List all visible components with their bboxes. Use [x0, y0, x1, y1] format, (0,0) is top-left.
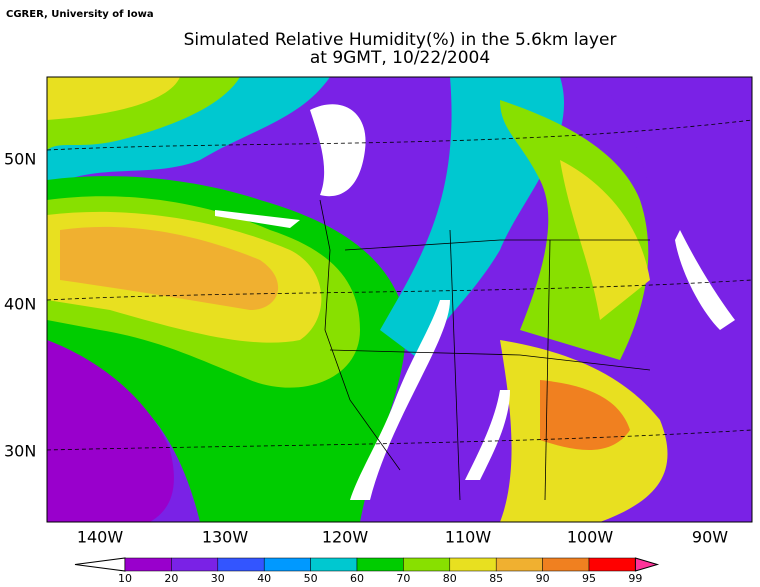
longitude-label: 130W: [202, 528, 249, 547]
colorbar-segment: [356, 557, 404, 572]
latitude-label: 50N: [4, 150, 36, 169]
colorbar-segment: [495, 557, 543, 572]
colorbar-segment: [217, 557, 265, 572]
credit: CGRER, University of Iowa: [6, 9, 154, 20]
colorbar-tick-label: 60: [350, 572, 364, 585]
colorbar-segment: [403, 557, 451, 572]
colorbar-tick-label: 99: [628, 572, 642, 585]
latitude-label: 30N: [4, 442, 36, 461]
colorbar-segment: [542, 557, 590, 572]
colorbar-segment: [124, 557, 172, 572]
colorbar-under: [74, 557, 126, 572]
colorbar-tick-label: 85: [489, 572, 503, 585]
colorbar-segment: [588, 557, 636, 572]
colorbar-tick-label: 30: [211, 572, 225, 585]
colorbar-tick-label: 40: [257, 572, 271, 585]
map-frame: [46, 76, 753, 523]
longitude-label: 110W: [445, 528, 492, 547]
colorbar-tick-label: 10: [118, 572, 132, 585]
colorbar-segment: [263, 557, 311, 572]
colorbar-segment: [449, 557, 497, 572]
colorbar-tick-label: 20: [164, 572, 178, 585]
colorbar-tick-label: 70: [396, 572, 410, 585]
colorbar-tick-label: 90: [536, 572, 550, 585]
title-line: at 9GMT, 10/22/2004: [310, 48, 490, 68]
colorbar-segment: [310, 557, 358, 572]
longitude-label: 140W: [77, 528, 124, 547]
title-line: Simulated Relative Humidity(%) in the 5.…: [184, 30, 617, 50]
colorbar-tick-label: 80: [443, 572, 457, 585]
longitude-label: 100W: [567, 528, 614, 547]
longitude-label: 120W: [322, 528, 369, 547]
latitude-label: 40N: [4, 295, 36, 314]
longitude-label: 90W: [692, 528, 728, 547]
colorbar-segment: [171, 557, 219, 572]
colorbar-tick-label: 50: [304, 572, 318, 585]
colorbar-tick-label: 95: [582, 572, 596, 585]
map-field: [47, 77, 752, 522]
colorbar-over: [634, 557, 660, 572]
